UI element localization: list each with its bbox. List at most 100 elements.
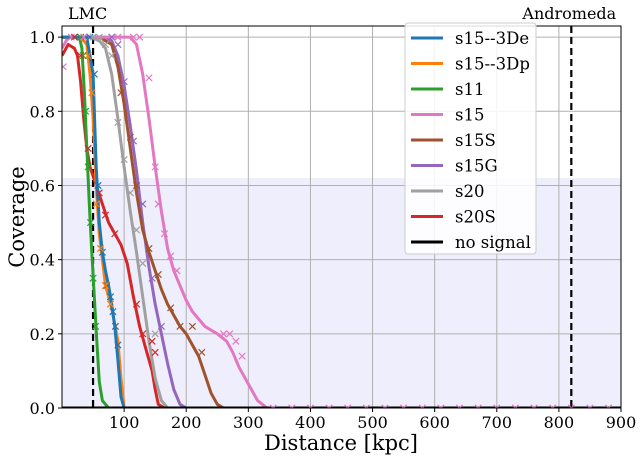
data-point: [120, 78, 128, 86]
reference-line-label: LMC: [68, 4, 107, 23]
x-axis-label: Distance [kpc]: [264, 431, 418, 455]
data-point: [167, 304, 175, 312]
x-tick-label: 400: [295, 413, 326, 432]
data-point: [132, 300, 141, 308]
data-point: [232, 337, 240, 345]
data-point: [89, 274, 97, 282]
data-point: [238, 352, 246, 360]
data-point: [117, 89, 125, 97]
x-tick-label: 600: [419, 413, 450, 432]
y-tick-label: 0.8: [30, 102, 55, 121]
data-point: [111, 322, 120, 331]
data-point: [188, 322, 197, 331]
data-point: [567, 404, 575, 408]
data-point: [96, 244, 105, 253]
data-point: [84, 163, 92, 171]
data-point: [81, 107, 90, 115]
data-point: [381, 404, 389, 408]
data-point: [176, 322, 184, 331]
data-point: [86, 218, 95, 227]
data-point: [129, 137, 138, 145]
y-axis-label: Coverage: [5, 166, 29, 267]
data-point: [139, 259, 147, 267]
y-tick-label: 0.6: [30, 176, 55, 195]
data-point: [226, 330, 234, 338]
data-point: [92, 200, 100, 208]
data-point: [136, 33, 144, 41]
data-point: [151, 330, 159, 338]
data-point: [160, 230, 169, 238]
shaded-band: [62, 178, 621, 408]
x-tick-label: 100: [109, 413, 140, 432]
data-point: [418, 404, 426, 408]
legend-box: [404, 22, 537, 255]
data-point: [95, 33, 103, 41]
data-point: [114, 33, 122, 41]
data-point: [198, 348, 206, 356]
data-point: [101, 281, 110, 290]
data-point: [80, 33, 88, 41]
data-point: [101, 211, 110, 219]
data-point: [67, 33, 75, 41]
data-point: [70, 33, 79, 41]
data-point: [145, 244, 153, 253]
data-point: [325, 404, 333, 408]
y-tick-label: 0.4: [30, 251, 55, 270]
data-point: [139, 330, 147, 338]
data-point: [95, 189, 103, 197]
data-point: [101, 40, 110, 49]
y-tick-label: 0.0: [30, 399, 55, 418]
series-line: [62, 35, 621, 408]
data-point: [129, 33, 138, 41]
data-point: [586, 404, 594, 408]
data-point: [98, 248, 106, 256]
legend-label: s15G: [455, 157, 498, 176]
reference-line-label: Andromeda: [521, 4, 616, 23]
y-tick-label: 1.0: [30, 28, 55, 47]
data-point: [145, 74, 153, 82]
data-point: [103, 281, 111, 290]
data-point: [77, 33, 85, 41]
data-point: [88, 89, 96, 97]
data-point: [106, 300, 115, 308]
series-line: [62, 35, 621, 408]
series-line: [62, 35, 621, 408]
data-point: [151, 348, 159, 356]
data-point: [91, 322, 100, 331]
data-point: [106, 293, 115, 301]
data-point: [139, 200, 147, 208]
data-point: [154, 270, 162, 279]
x-tick-label: 500: [357, 413, 388, 432]
data-point: [108, 52, 116, 60]
series-line: [62, 35, 621, 408]
x-tick-label: 700: [482, 413, 513, 432]
data-point: [269, 404, 277, 408]
data-point: [94, 181, 102, 190]
plot-frame: [61, 25, 622, 409]
data-point: [90, 70, 98, 78]
data-point: [126, 189, 134, 197]
data-point: [167, 252, 175, 260]
legend-label: s15--3De: [455, 29, 529, 48]
data-point: [288, 404, 296, 408]
legend-label: no signal: [455, 233, 531, 252]
series-line: [62, 43, 621, 408]
data-point: [77, 52, 85, 60]
series-line: [62, 35, 621, 408]
x-tick-label: 800: [544, 413, 575, 432]
legend-label: s15: [455, 106, 484, 125]
data-point: [151, 163, 159, 171]
data-point: [62, 63, 67, 71]
data-point: [84, 144, 92, 153]
data-point: [89, 33, 97, 41]
data-point: [154, 200, 162, 208]
legend-label: s20: [455, 182, 484, 201]
legend-label: s11: [455, 80, 484, 99]
data-point: [86, 33, 94, 41]
data-point: [111, 230, 119, 238]
x-tick-label: 200: [171, 413, 202, 432]
data-point: [132, 181, 141, 190]
data-point: [148, 274, 156, 282]
legend: s15--3De s15--3Dp s11 s15 s15S s15G s20 s20S no …: [404, 22, 537, 255]
data-point: [549, 404, 557, 408]
